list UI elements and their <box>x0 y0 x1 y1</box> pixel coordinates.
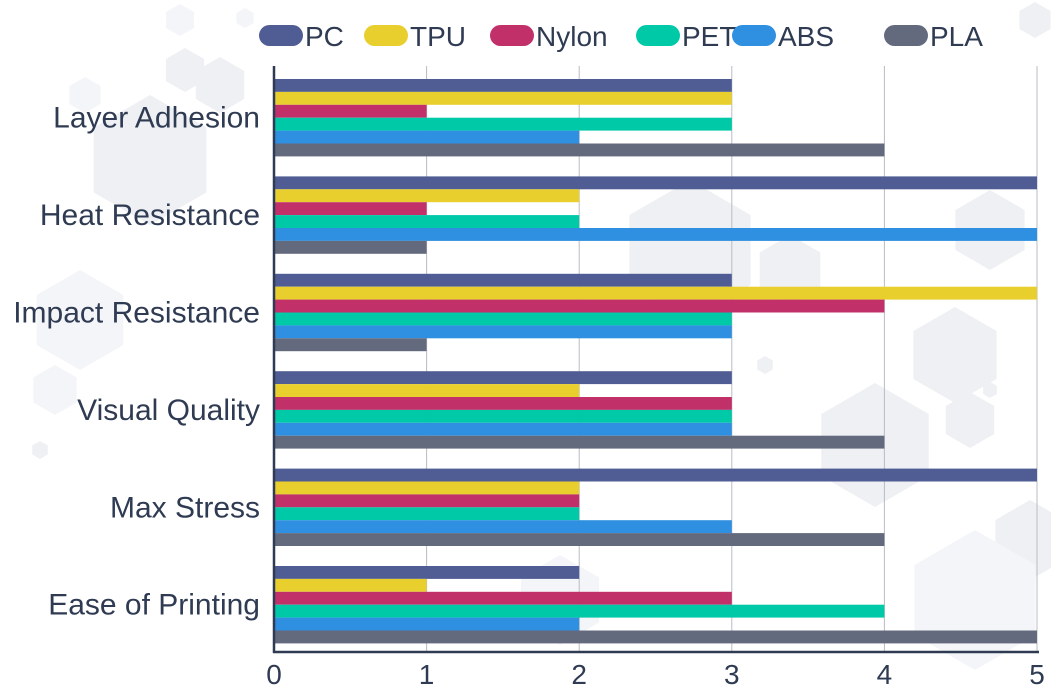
axes: 0 1 2 3 4 5 Layer Adhesion Heat Resistance Impac… <box>13 66 1045 690</box>
bar-nylon-impact-resistance[interactable] <box>274 299 885 313</box>
background-hexagon <box>1019 2 1051 38</box>
legend-item-pc[interactable]: PC <box>259 21 344 52</box>
legend-swatch <box>732 25 776 46</box>
bar-pet-ease-of-printing[interactable] <box>274 604 885 618</box>
bar-pet-heat-resistance[interactable] <box>274 215 580 228</box>
background-hexagon <box>945 392 995 448</box>
legend-swatch <box>259 25 303 46</box>
background-hexagon <box>168 65 182 79</box>
bar-abs-ease-of-printing[interactable] <box>274 617 580 631</box>
bar-pc-heat-resistance[interactable] <box>274 176 1037 190</box>
category-label: Max Stress <box>110 491 260 524</box>
bar-pc-layer-adhesion[interactable] <box>274 79 732 92</box>
x-tick-label: 1 <box>419 659 435 690</box>
bar-nylon-heat-resistance[interactable] <box>274 202 427 216</box>
bar-abs-layer-adhesion[interactable] <box>274 130 580 144</box>
bar-tpu-visual-quality[interactable] <box>274 384 580 397</box>
background-hexagon <box>36 270 124 370</box>
background-hexagon <box>166 4 194 36</box>
legend-label: ABS <box>778 21 834 52</box>
bar-abs-visual-quality[interactable] <box>274 422 732 436</box>
x-tick-label: 3 <box>724 659 740 690</box>
bar-pet-layer-adhesion[interactable] <box>274 117 732 131</box>
bar-pc-max-stress[interactable] <box>274 468 1037 482</box>
category-label: Impact Resistance <box>13 297 260 330</box>
bar-nylon-ease-of-printing[interactable] <box>274 591 732 605</box>
bar-pla-max-stress[interactable] <box>274 533 885 546</box>
background-hexagon <box>757 356 773 374</box>
bar-nylon-layer-adhesion[interactable] <box>274 104 427 118</box>
legend[interactable]: PC TPU Nylon PET ABS PLA <box>259 21 983 52</box>
legend-label: PLA <box>930 21 983 52</box>
legend-swatch <box>364 25 408 46</box>
bar-pla-visual-quality[interactable] <box>274 435 885 449</box>
legend-label: Nylon <box>536 21 608 52</box>
background-hexagon <box>32 441 48 459</box>
bar-tpu-heat-resistance[interactable] <box>274 189 580 203</box>
bar-pc-visual-quality[interactable] <box>274 371 732 385</box>
legend-swatch <box>490 25 534 46</box>
background-hexagon <box>983 382 997 398</box>
bar-nylon-visual-quality[interactable] <box>274 397 732 410</box>
category-label: Heat Resistance <box>40 199 260 232</box>
bar-nylon-max-stress[interactable] <box>274 494 580 508</box>
x-tick-label: 0 <box>266 659 282 690</box>
bar-pla-layer-adhesion[interactable] <box>274 143 885 157</box>
bar-abs-impact-resistance[interactable] <box>274 325 732 339</box>
background-hexagon <box>165 48 205 92</box>
bar-pla-heat-resistance[interactable] <box>274 240 427 254</box>
bar-tpu-ease-of-printing[interactable] <box>274 578 427 592</box>
legend-item-abs[interactable]: ABS <box>732 21 834 52</box>
legend-item-pet[interactable]: PET <box>636 21 736 52</box>
bar-pet-impact-resistance[interactable] <box>274 312 732 326</box>
legend-item-pla[interactable]: PLA <box>884 21 983 52</box>
bar-abs-max-stress[interactable] <box>274 520 732 534</box>
category-label: Visual Quality <box>77 394 260 427</box>
bar-pet-visual-quality[interactable] <box>274 409 732 423</box>
background-hexagon <box>913 307 997 403</box>
category-label: Layer Adhesion <box>53 102 260 135</box>
legend-item-tpu[interactable]: TPU <box>364 21 466 52</box>
legend-item-nylon[interactable]: Nylon <box>490 21 608 52</box>
bar-tpu-layer-adhesion[interactable] <box>274 91 732 105</box>
gridlines <box>426 66 1038 652</box>
legend-label: TPU <box>410 21 466 52</box>
x-tick-label: 4 <box>877 659 893 690</box>
legend-label: PET <box>682 21 736 52</box>
legend-swatch <box>884 25 928 46</box>
bar-pla-ease-of-printing[interactable] <box>274 630 1037 644</box>
legend-label: PC <box>305 21 344 52</box>
bar-abs-heat-resistance[interactable] <box>274 228 1037 241</box>
background-hexagon <box>69 77 101 113</box>
background-hexagon <box>195 57 245 113</box>
bar-pla-impact-resistance[interactable] <box>274 338 427 352</box>
background-hexagon <box>93 95 207 225</box>
x-tick-label: 5 <box>1029 659 1045 690</box>
x-tick-label: 2 <box>571 659 587 690</box>
bars <box>274 79 1037 644</box>
bar-pc-ease-of-printing[interactable] <box>274 566 580 579</box>
background-hexagon <box>236 8 254 28</box>
background-hexagon <box>33 365 77 415</box>
bar-tpu-max-stress[interactable] <box>274 481 580 495</box>
legend-swatch <box>636 25 680 46</box>
bar-pc-impact-resistance[interactable] <box>274 273 732 287</box>
category-label: Ease of Printing <box>48 589 260 622</box>
bar-tpu-impact-resistance[interactable] <box>274 286 1037 300</box>
bar-pet-max-stress[interactable] <box>274 507 580 521</box>
